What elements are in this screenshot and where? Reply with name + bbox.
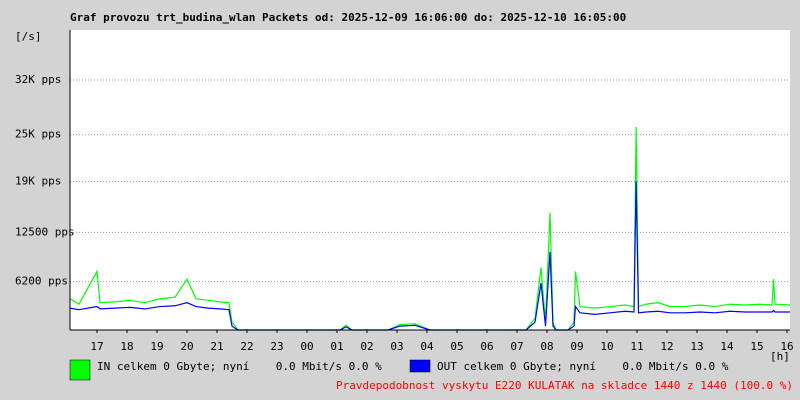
- x-tick-label: 11: [630, 340, 643, 353]
- x-tick-label: 00: [300, 340, 313, 353]
- y-tick-label: 32K pps: [15, 73, 61, 86]
- legend-label: IN celkem 0 Gbyte; nyní 0.0 Mbit/s 0.0 %: [97, 360, 382, 373]
- legend-swatch: [69, 359, 91, 381]
- series-line: [69, 181, 790, 331]
- x-tick-label: 05: [450, 340, 463, 353]
- legend-swatch: [409, 359, 431, 373]
- y-tick-label: 25K pps: [15, 128, 61, 141]
- x-tick-label: 16: [780, 340, 793, 353]
- legend-label: OUT celkem 0 Gbyte; nyní 0.0 Mbit/s 0.0 …: [437, 360, 729, 373]
- x-tick-label: 19: [150, 340, 163, 353]
- y-tick-label: 12500 pps: [15, 225, 75, 238]
- x-tick-label: 07: [510, 340, 523, 353]
- x-tick-label: 14: [720, 340, 734, 353]
- x-axis-label: [h]: [770, 350, 790, 363]
- chart-title: Graf provozu trt_budina_wlan Packets od:…: [70, 11, 626, 24]
- x-tick-label: 12: [660, 340, 673, 353]
- x-tick-label: 20: [180, 340, 193, 353]
- x-tick-label: 02: [360, 340, 373, 353]
- x-tick-label: 03: [390, 340, 403, 353]
- x-tick-label: 18: [120, 340, 133, 353]
- y-axis-label: [/s]: [15, 30, 42, 43]
- x-tick-label: 06: [480, 340, 493, 353]
- x-tick-label: 23: [270, 340, 283, 353]
- plot-area: [70, 30, 790, 330]
- series-line: [69, 126, 791, 331]
- x-tick-label: 04: [420, 340, 434, 353]
- y-tick-label: 6200 pps: [15, 275, 68, 288]
- x-tick-label: 22: [240, 340, 253, 353]
- x-tick-label: 15: [750, 340, 763, 353]
- footer-note: Pravdepodobnost vyskytu E220 KULATAK na …: [336, 379, 793, 392]
- x-tick-label: 01: [330, 340, 343, 353]
- x-tick-label: 10: [600, 340, 613, 353]
- x-tick-label: 09: [570, 340, 583, 353]
- x-tick-label: 08: [540, 340, 553, 353]
- x-tick-label: 17: [90, 340, 103, 353]
- x-tick-label: 21: [210, 340, 223, 353]
- x-tick-label: 13: [690, 340, 703, 353]
- y-tick-label: 19K pps: [15, 175, 61, 188]
